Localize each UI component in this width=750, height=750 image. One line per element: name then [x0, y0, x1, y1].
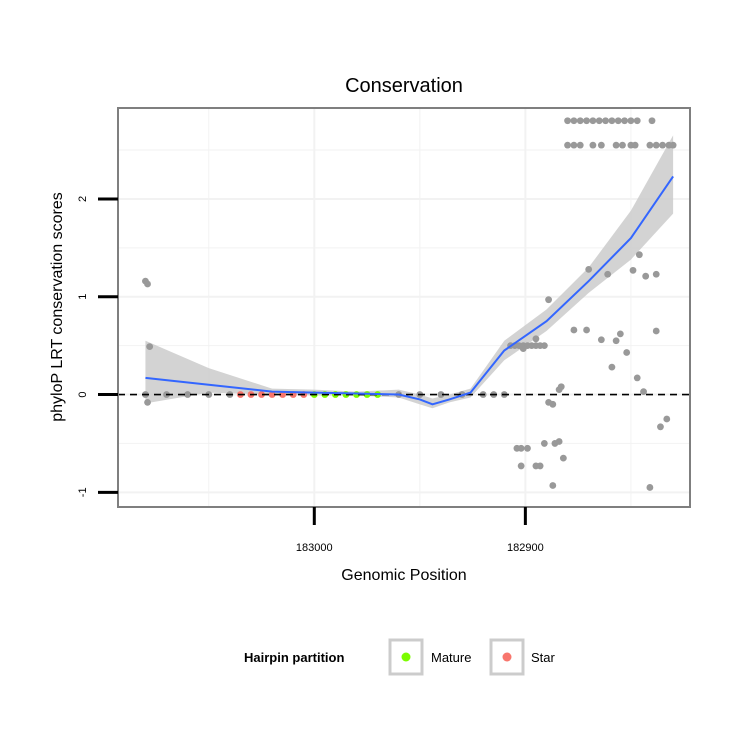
point-other — [646, 141, 654, 149]
point-other — [663, 415, 671, 423]
point-other — [576, 117, 584, 125]
point-other — [629, 266, 637, 274]
chart-title: Conservation — [345, 75, 463, 97]
point-other — [602, 117, 609, 125]
legend-title: Hairpin partition — [244, 650, 344, 665]
point-other — [646, 484, 654, 491]
smooth-line-layer — [145, 175, 674, 406]
point-other — [635, 251, 643, 259]
point-other — [583, 117, 590, 125]
point-other — [657, 423, 664, 431]
legend-key-star — [489, 638, 525, 676]
point-other — [608, 117, 616, 125]
point-other — [555, 438, 563, 445]
point-other — [540, 440, 548, 447]
point-other — [545, 296, 552, 304]
point-other — [597, 141, 605, 149]
point-other — [437, 391, 445, 398]
point-other — [570, 141, 578, 149]
point-other — [614, 117, 622, 125]
point-other — [597, 336, 605, 344]
plot-panel-border — [117, 107, 691, 508]
point-other — [612, 141, 620, 149]
legend-label-star: Star — [531, 650, 556, 665]
point-other — [540, 342, 548, 350]
point-other — [570, 117, 578, 125]
point-other — [524, 444, 531, 452]
point-other — [532, 335, 540, 343]
confidence-band-layer — [145, 135, 674, 409]
point-other — [564, 117, 571, 125]
point-other — [589, 141, 597, 149]
point-other — [549, 482, 557, 489]
point-other — [549, 400, 557, 408]
point-other — [642, 272, 650, 280]
legend: Hairpin partition Mature Star — [244, 638, 556, 676]
axes-layer: -1 0 1 2 183000 182900 — [77, 196, 544, 554]
point-other — [583, 326, 590, 334]
data-points-layer — [142, 117, 677, 491]
point-other — [652, 141, 660, 149]
smooth-line — [145, 175, 674, 406]
x-tick-label: 182900 — [507, 542, 544, 554]
point-other — [570, 326, 578, 334]
plot-panel — [118, 108, 690, 507]
point-other — [604, 270, 612, 278]
confidence-band — [145, 135, 674, 409]
point-other — [633, 374, 641, 382]
point-other — [648, 117, 656, 125]
point-other — [619, 141, 626, 149]
point-other — [559, 454, 567, 462]
legend-label-mature: Mature — [431, 650, 471, 665]
point-other — [589, 117, 597, 125]
point-other — [519, 345, 527, 352]
point-other — [669, 141, 677, 149]
point-other — [144, 280, 151, 288]
point-other — [585, 265, 593, 273]
point-other — [536, 462, 544, 470]
y-tick-label: 2 — [77, 196, 89, 202]
point-other — [616, 330, 624, 338]
point-other — [623, 349, 631, 356]
point-other — [517, 462, 525, 470]
point-other — [627, 117, 635, 125]
point-other — [621, 117, 628, 125]
point-other — [640, 388, 647, 396]
point-other — [659, 141, 666, 149]
point-other — [184, 391, 192, 398]
point-other — [557, 383, 565, 391]
legend-marker-star — [502, 652, 512, 662]
legend-marker-mature — [401, 652, 411, 662]
point-other — [633, 117, 641, 125]
y-tick-label: 0 — [77, 391, 89, 397]
point-other — [608, 363, 616, 371]
point-other — [144, 398, 151, 406]
point-other — [631, 141, 639, 149]
y-tick-label: 1 — [77, 294, 89, 300]
point-star — [258, 391, 265, 398]
point-other — [595, 117, 603, 125]
point-other — [652, 270, 660, 278]
point-other — [612, 337, 620, 345]
y-tick-label: -1 — [77, 487, 89, 497]
point-star — [268, 391, 276, 398]
point-other — [146, 343, 154, 351]
point-other — [652, 327, 660, 335]
point-other — [576, 141, 584, 149]
point-other — [517, 444, 525, 452]
x-tick-label: 183000 — [296, 542, 333, 554]
y-axis-title: phyloP LRT conservation scores — [49, 192, 66, 421]
x-axis-title: Genomic Position — [341, 567, 466, 584]
point-other — [564, 141, 571, 149]
